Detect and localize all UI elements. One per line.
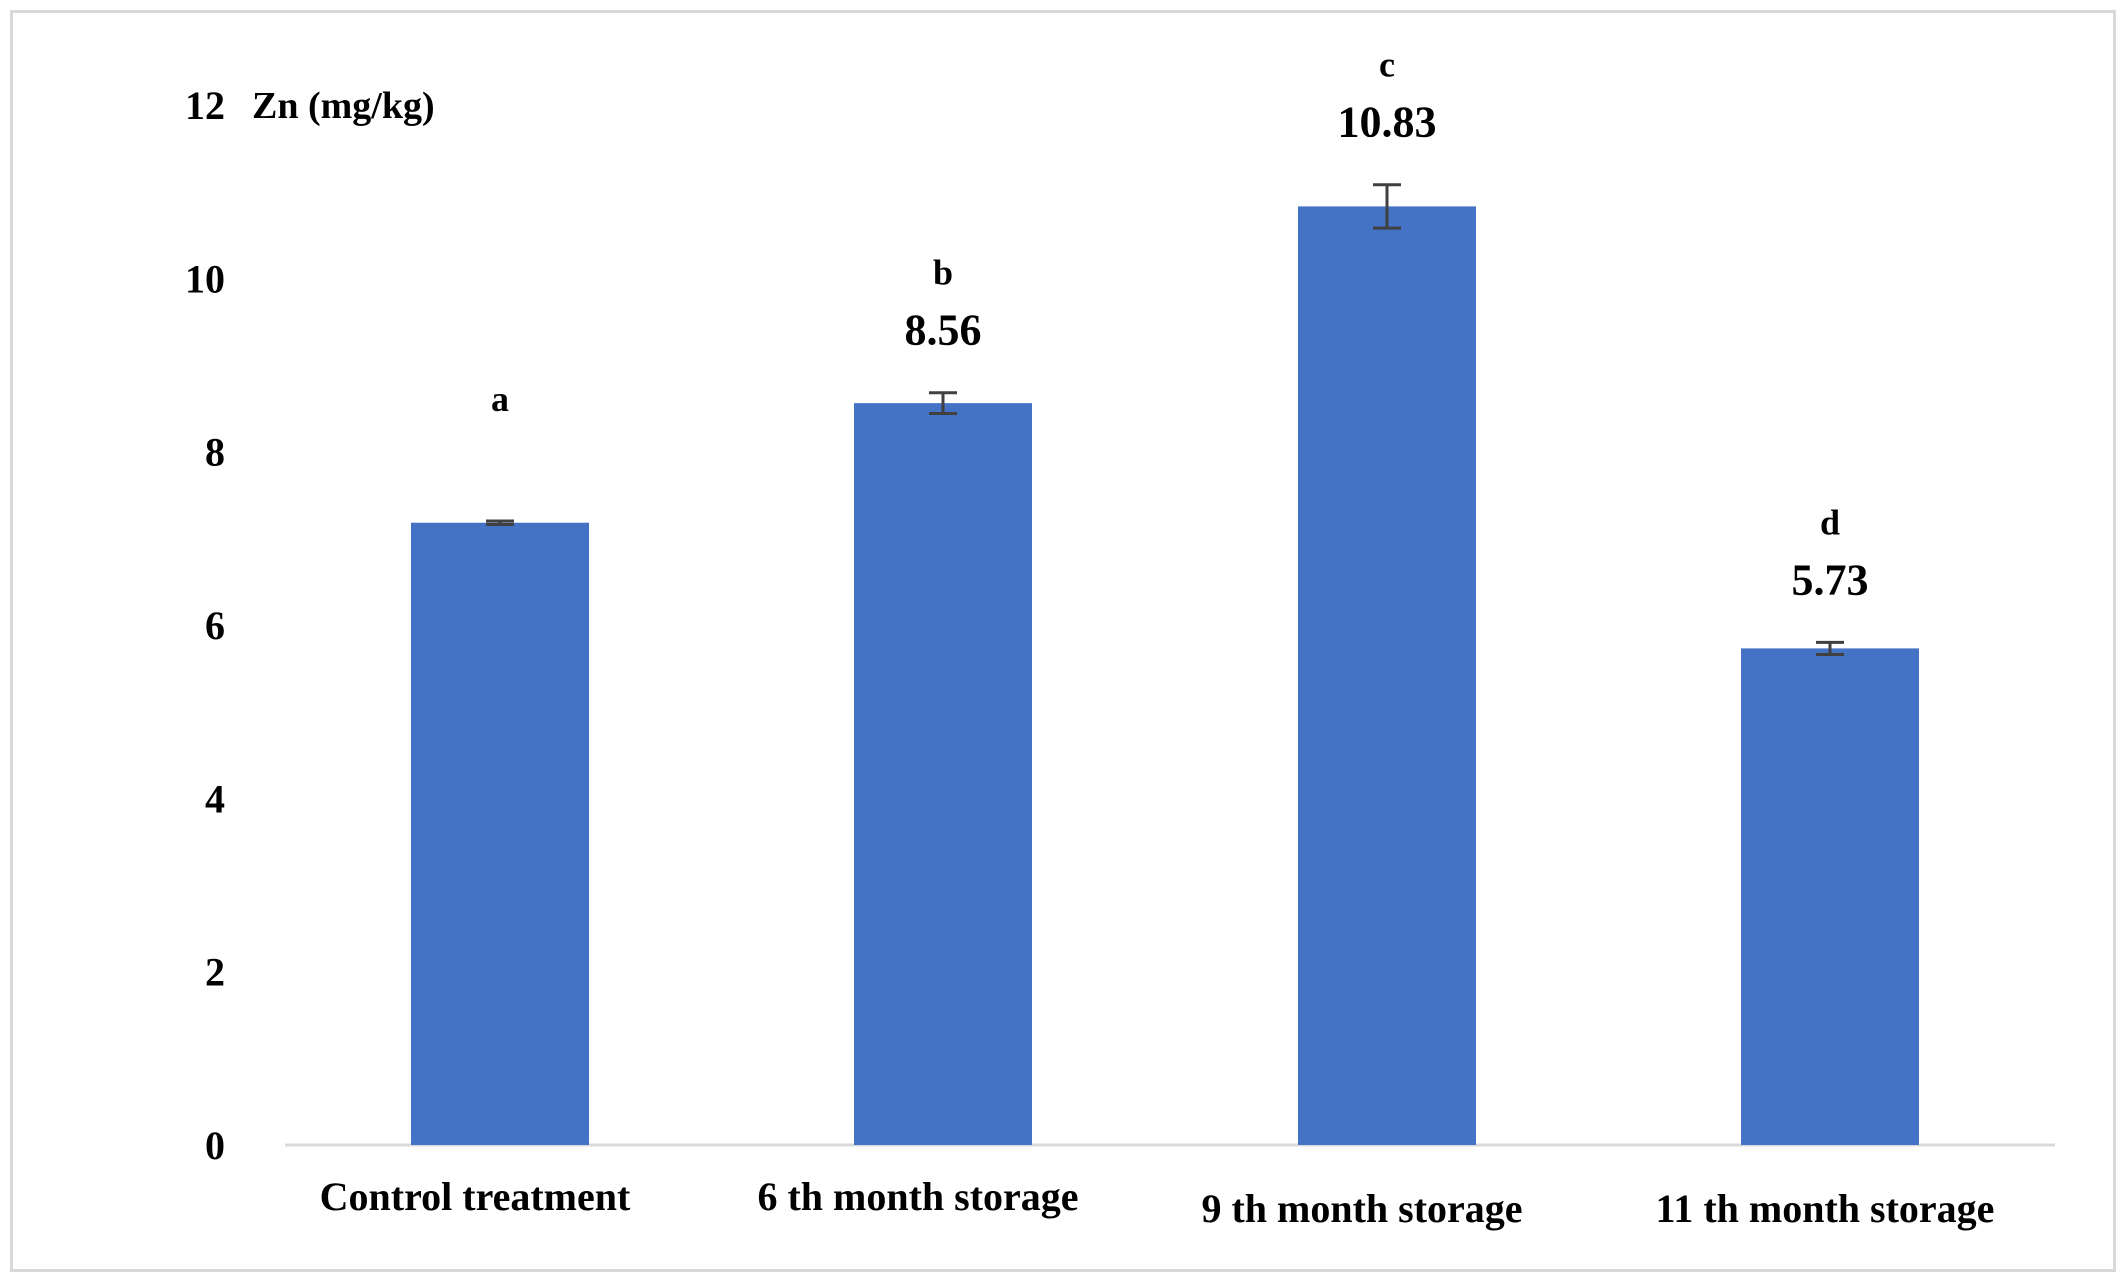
error-bar	[1373, 183, 1401, 230]
bar-labels: a 8.56 b 10.83 c 5.73 d	[491, 45, 1869, 605]
y-tick-label: 2	[205, 950, 225, 995]
data-label: 8.56	[905, 306, 982, 355]
y-tick-label: 12	[185, 83, 225, 128]
data-label: 5.73	[1792, 555, 1869, 604]
significance-letter: d	[1820, 502, 1840, 542]
error-bar	[1816, 640, 1844, 656]
category-labels: Control treatment 6 th month storage 9 th …	[320, 1174, 1995, 1231]
significance-letter: c	[1379, 45, 1395, 85]
bar	[1741, 648, 1919, 1145]
category-label: Control treatment	[320, 1174, 631, 1219]
y-tick-label: 6	[205, 603, 225, 648]
significance-letter: b	[933, 253, 953, 293]
bars	[411, 183, 1919, 1146]
bar	[411, 522, 589, 1145]
y-tick-label: 8	[205, 430, 225, 475]
error-bar	[929, 391, 957, 416]
category-label: 11 th month storage	[1656, 1186, 1995, 1231]
y-tick-label: 10	[185, 256, 225, 301]
y-axis-label: Zn (mg/kg)	[252, 85, 435, 127]
significance-letter: a	[491, 379, 509, 419]
bar	[1298, 206, 1476, 1145]
bar	[854, 403, 1032, 1146]
data-label: 10.83	[1338, 98, 1437, 147]
category-label: 9 th month storage	[1201, 1186, 1522, 1231]
category-label: 6 th month storage	[757, 1174, 1078, 1219]
y-tick-label: 0	[205, 1123, 225, 1168]
y-tick-labels: 0 2 4 6 8 10 12	[185, 83, 225, 1168]
error-bar	[486, 519, 514, 526]
y-tick-label: 4	[205, 776, 225, 821]
